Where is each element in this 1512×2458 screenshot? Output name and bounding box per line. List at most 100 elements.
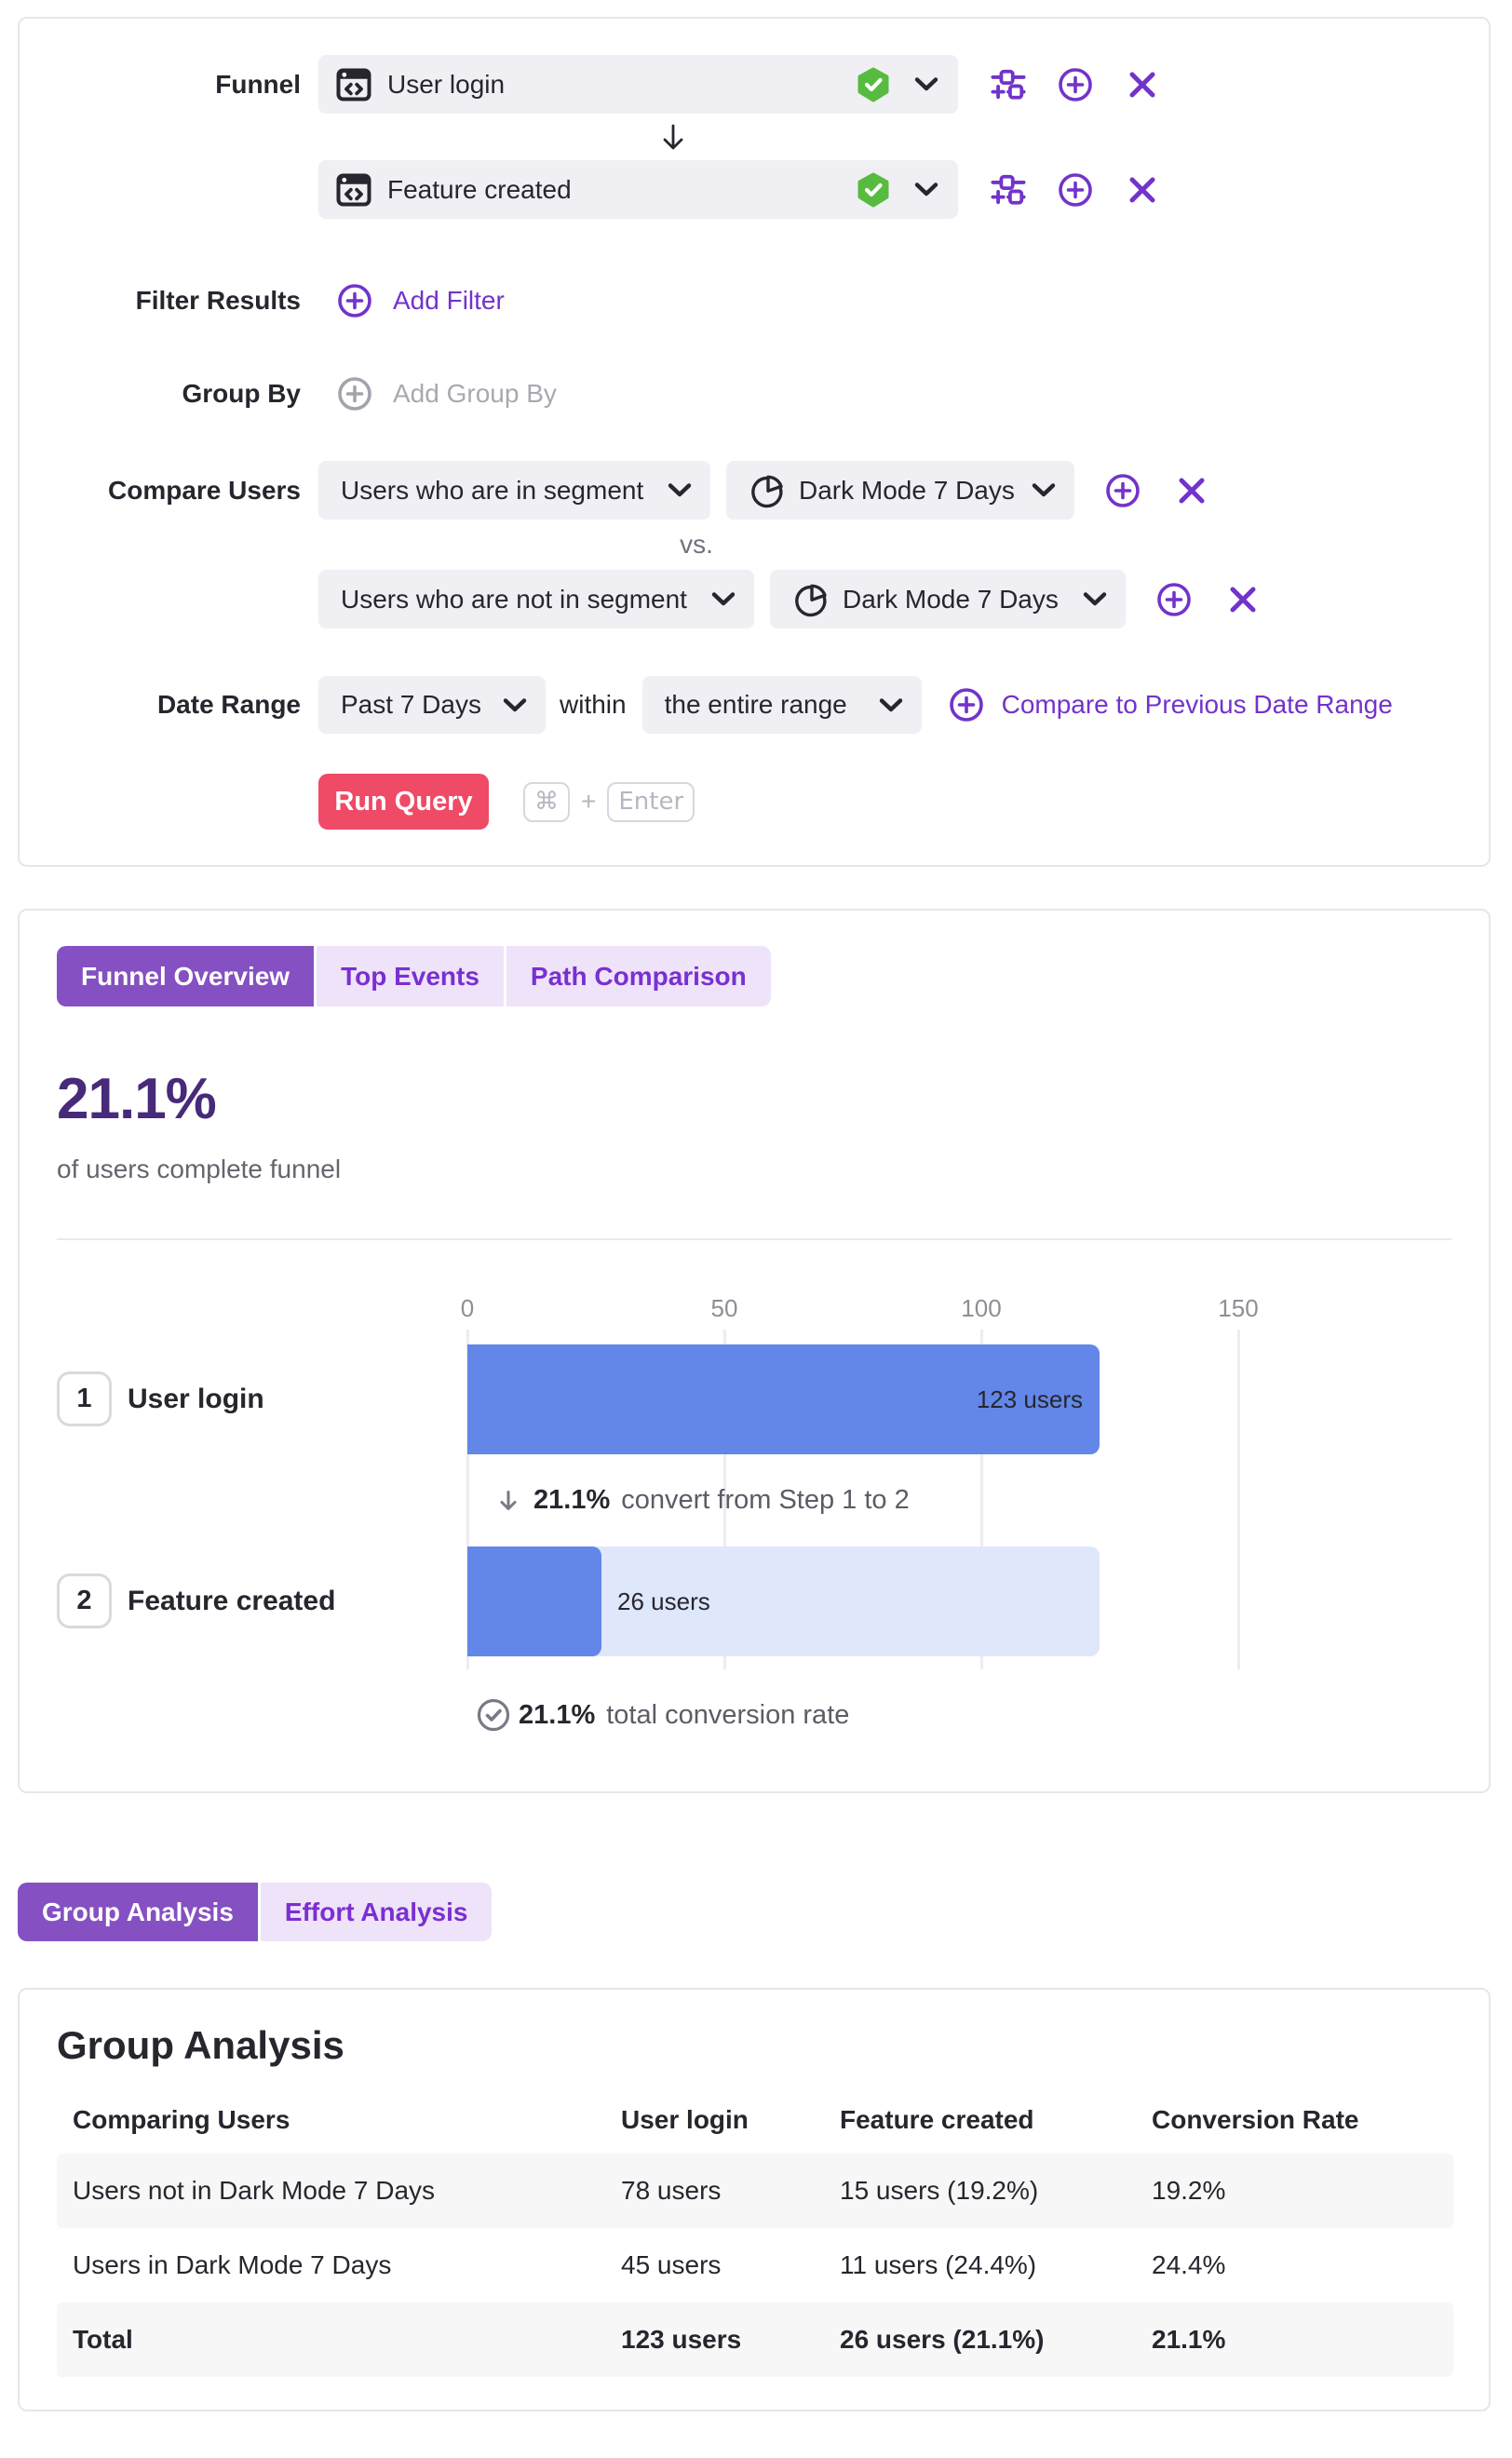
step-1-add-button[interactable] bbox=[1058, 55, 1093, 114]
vs-row: vs. bbox=[20, 520, 1489, 570]
add-filter-label: Add Filter bbox=[393, 285, 505, 315]
gridline bbox=[980, 1330, 983, 1669]
tab-top-events[interactable]: Top Events bbox=[317, 946, 504, 1006]
run-query-shortcut: ⌘ + Enter bbox=[523, 781, 695, 822]
axis-tick-100: 100 bbox=[961, 1294, 1002, 1322]
funnel-step-2-name: Feature created bbox=[387, 174, 572, 204]
add-circle-icon bbox=[337, 283, 372, 318]
step-2-filter-button[interactable] bbox=[991, 160, 1026, 219]
step-2-name: Feature created bbox=[128, 1585, 336, 1616]
compare-1-add-button[interactable] bbox=[1105, 461, 1141, 520]
analysis-tabbar: Group Analysis Effort Analysis bbox=[18, 1883, 1512, 1941]
axis-tick-50: 50 bbox=[710, 1294, 738, 1322]
group-by-label: Group By bbox=[182, 378, 301, 408]
step-1-number-badge: 1 bbox=[57, 1371, 112, 1426]
compare-2-add-button[interactable] bbox=[1156, 570, 1192, 628]
group-analysis-card: Group Analysis Comparing Users User logi… bbox=[18, 1988, 1491, 2411]
group-analysis-heading: Group Analysis bbox=[57, 2023, 344, 2067]
compare-users-label: Compare Users bbox=[108, 475, 301, 505]
group-analysis-table: Comparing Users User login Feature creat… bbox=[57, 2087, 1453, 2377]
segment-select-1[interactable]: Dark Mode 7 Days bbox=[726, 461, 1074, 520]
bar-1-value-label: 123 users bbox=[976, 1384, 1083, 1413]
step-2-add-button[interactable] bbox=[1058, 160, 1093, 219]
add-group-by-button[interactable]: Add Group By bbox=[318, 376, 557, 412]
step-2-number-badge: 2 bbox=[57, 1573, 112, 1628]
enter-key: Enter bbox=[607, 781, 695, 822]
chevron-down-icon bbox=[914, 76, 938, 92]
chevron-down-icon bbox=[503, 697, 527, 713]
event-icon bbox=[335, 66, 372, 103]
funnel-results-card: Funnel Overview Top Events Path Comparis… bbox=[18, 909, 1491, 1793]
funnel-step-1-select[interactable]: User login bbox=[318, 55, 958, 114]
funnel-steps: User login Feature created bbox=[318, 55, 1160, 219]
add-group-by-placeholder: Add Group By bbox=[393, 378, 557, 408]
chevron-down-icon bbox=[879, 697, 903, 713]
axis-tick-0: 0 bbox=[460, 1294, 475, 1322]
funnel-label: Funnel bbox=[215, 70, 301, 99]
step-2-remove-button[interactable] bbox=[1125, 160, 1160, 219]
step-1-remove-button[interactable] bbox=[1125, 55, 1160, 114]
compare-users-row-2: Users who are not in segment Dark Mode 7… bbox=[20, 570, 1489, 628]
funnel-row: Funnel User login bbox=[20, 55, 1489, 219]
column-header-user-login: User login bbox=[621, 2105, 749, 2134]
funnel-chart: 0 50 100 150 1 User login 2 Feature crea… bbox=[57, 1294, 1451, 1741]
column-header-feature-created: Feature created bbox=[840, 2105, 1034, 2134]
check-circle-icon bbox=[477, 1698, 510, 1732]
compare-previous-date-range-button[interactable]: Compare to Previous Date Range bbox=[949, 687, 1393, 723]
funnel-step-1-name: User login bbox=[387, 69, 506, 99]
filter-results-row: Filter Results Add Filter bbox=[20, 271, 1489, 330]
event-icon bbox=[335, 171, 372, 209]
column-header-comparing-users: Comparing Users bbox=[73, 2105, 290, 2134]
step-conversion-note: 21.1% convert from Step 1 to 2 bbox=[498, 1481, 910, 1519]
verified-badge-icon bbox=[856, 67, 891, 102]
compare-previous-label: Compare to Previous Date Range bbox=[1001, 690, 1393, 719]
compare-1-remove-button[interactable] bbox=[1174, 461, 1209, 520]
results-tabbar: Funnel Overview Top Events Path Comparis… bbox=[57, 946, 1451, 1006]
chevron-down-icon bbox=[1032, 482, 1056, 498]
step-1-name: User login bbox=[128, 1383, 264, 1414]
table-row: Users not in Dark Mode 7 Days 78 users 1… bbox=[57, 2154, 1453, 2228]
run-query-row: Run Query ⌘ + Enter bbox=[20, 773, 1489, 831]
gridline bbox=[1237, 1330, 1240, 1669]
cmd-key: ⌘ bbox=[523, 781, 570, 822]
step-2-label-group: 2 Feature created bbox=[57, 1573, 335, 1628]
arrow-down-icon bbox=[498, 1490, 519, 1511]
date-range-select[interactable]: Past 7 Days bbox=[318, 676, 546, 734]
step-1-filter-button[interactable] bbox=[991, 55, 1026, 114]
table-header-row: Comparing Users User login Feature creat… bbox=[57, 2087, 1453, 2154]
tab-group-analysis[interactable]: Group Analysis bbox=[18, 1883, 258, 1941]
chevron-down-icon bbox=[914, 182, 938, 197]
add-circle-icon bbox=[949, 687, 984, 723]
total-conversion-note: 21.1% total conversion rate bbox=[477, 1696, 849, 1734]
funnel-step-2-select[interactable]: Feature created bbox=[318, 160, 958, 219]
chevron-down-icon bbox=[668, 482, 692, 498]
compare-users-row-1: Compare Users Users who are in segment D… bbox=[20, 461, 1489, 520]
pie-chart-icon bbox=[792, 581, 830, 618]
within-range-select[interactable]: the entire range bbox=[641, 676, 922, 734]
within-label: within bbox=[560, 690, 627, 719]
axis-tick-150: 150 bbox=[1218, 1294, 1259, 1322]
step-1-label-group: 1 User login bbox=[57, 1371, 264, 1426]
date-range-row: Date Range Past 7 Days within the entire… bbox=[20, 676, 1489, 734]
segment-condition-select-1[interactable]: Users who are in segment bbox=[318, 461, 710, 520]
funnel-step-connector bbox=[318, 114, 1027, 160]
funnel-bar-1: 123 users bbox=[467, 1344, 1241, 1454]
compare-2-remove-button[interactable] bbox=[1225, 570, 1261, 628]
gridline bbox=[466, 1330, 469, 1669]
verified-badge-icon bbox=[856, 172, 891, 208]
tab-funnel-overview[interactable]: Funnel Overview bbox=[57, 946, 315, 1006]
gridline bbox=[723, 1330, 726, 1669]
tab-effort-analysis[interactable]: Effort Analysis bbox=[260, 1883, 493, 1941]
conversion-headline: 21.1% bbox=[57, 1067, 217, 1131]
add-filter-button[interactable]: Add Filter bbox=[318, 283, 505, 318]
chevron-down-icon bbox=[711, 591, 736, 607]
segment-condition-select-2[interactable]: Users who are not in segment bbox=[318, 570, 754, 628]
vs-label: vs. bbox=[680, 530, 713, 559]
add-circle-icon bbox=[337, 376, 372, 412]
tab-path-comparison[interactable]: Path Comparison bbox=[506, 946, 771, 1006]
run-query-button[interactable]: Run Query bbox=[318, 774, 489, 830]
divider bbox=[57, 1238, 1451, 1240]
table-row: Users in Dark Mode 7 Days 45 users 11 us… bbox=[73, 2250, 1226, 2279]
segment-select-2[interactable]: Dark Mode 7 Days bbox=[770, 570, 1126, 628]
table-total-row: Total 123 users 26 users (21.1%) 21.1% bbox=[57, 2303, 1453, 2377]
